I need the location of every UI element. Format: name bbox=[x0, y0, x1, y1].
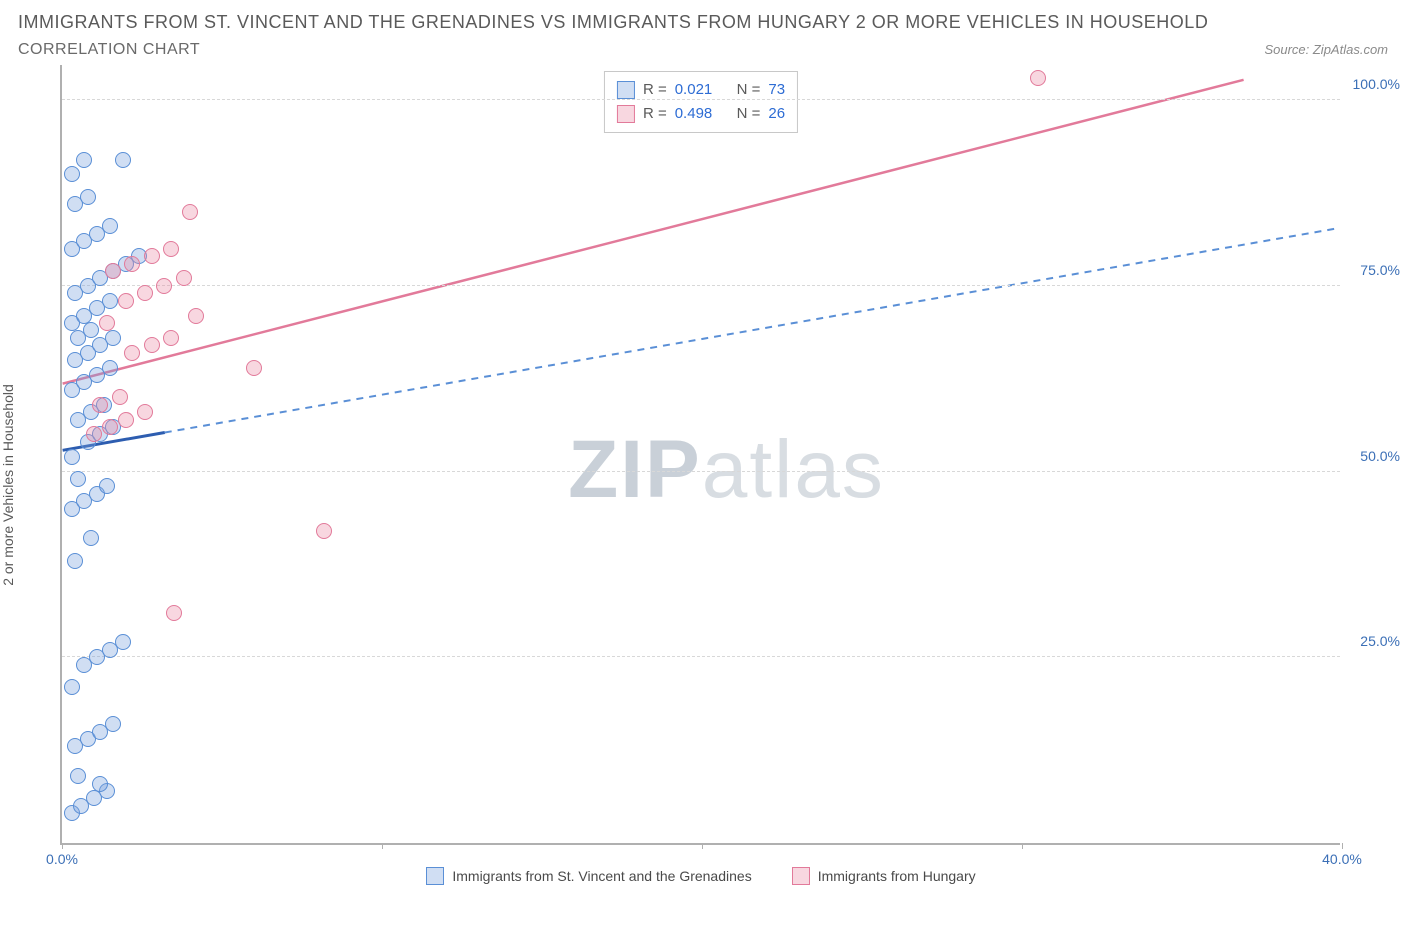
gridline bbox=[62, 656, 1340, 657]
data-point bbox=[102, 293, 118, 309]
data-point bbox=[163, 330, 179, 346]
data-point bbox=[86, 426, 102, 442]
data-point bbox=[144, 248, 160, 264]
y-tick-label: 75.0% bbox=[1345, 262, 1400, 278]
data-point bbox=[64, 166, 80, 182]
data-point bbox=[102, 360, 118, 376]
legend-swatch-a bbox=[426, 867, 444, 885]
data-point bbox=[188, 308, 204, 324]
watermark-light: atlas bbox=[702, 424, 885, 515]
data-point bbox=[70, 768, 86, 784]
plot-area: ZIPatlas R = 0.021 N = 73 R = 0.498 N = … bbox=[60, 65, 1340, 845]
data-point bbox=[115, 152, 131, 168]
data-point bbox=[105, 330, 121, 346]
gridline bbox=[62, 285, 1340, 286]
data-point bbox=[102, 218, 118, 234]
x-tick bbox=[702, 843, 703, 849]
data-point bbox=[105, 716, 121, 732]
x-tick bbox=[382, 843, 383, 849]
data-point bbox=[118, 412, 134, 428]
watermark: ZIPatlas bbox=[568, 423, 885, 517]
swatch-series-b bbox=[617, 105, 635, 123]
data-point bbox=[118, 293, 134, 309]
watermark-bold: ZIP bbox=[568, 424, 702, 515]
data-point bbox=[163, 241, 179, 257]
x-tick-label: 40.0% bbox=[1322, 851, 1362, 867]
subtitle-row: CORRELATION CHART Source: ZipAtlas.com bbox=[18, 41, 1388, 59]
page-title: IMMIGRANTS FROM ST. VINCENT AND THE GREN… bbox=[18, 12, 1388, 33]
data-point bbox=[99, 315, 115, 331]
data-point bbox=[70, 471, 86, 487]
y-tick-label: 100.0% bbox=[1345, 76, 1400, 92]
chart-subtitle: CORRELATION CHART bbox=[18, 41, 200, 59]
stats-r-label: R = bbox=[643, 102, 667, 126]
data-point bbox=[115, 634, 131, 650]
data-point bbox=[105, 263, 121, 279]
x-tick bbox=[62, 843, 63, 849]
gridline bbox=[62, 99, 1340, 100]
gridline bbox=[62, 471, 1340, 472]
stats-legend-box: R = 0.021 N = 73 R = 0.498 N = 26 bbox=[604, 71, 798, 133]
legend-label-b: Immigrants from Hungary bbox=[818, 868, 976, 884]
data-point bbox=[124, 345, 140, 361]
stats-r-value-b: 0.498 bbox=[675, 102, 713, 126]
data-point bbox=[124, 256, 140, 272]
data-point bbox=[64, 449, 80, 465]
legend-item-b: Immigrants from Hungary bbox=[792, 867, 976, 885]
data-point bbox=[176, 270, 192, 286]
data-point bbox=[80, 189, 96, 205]
data-point bbox=[137, 285, 153, 301]
trend-lines-layer bbox=[62, 65, 1340, 843]
x-tick-label: 0.0% bbox=[46, 851, 78, 867]
y-tick-label: 50.0% bbox=[1345, 448, 1400, 464]
data-point bbox=[1030, 70, 1046, 86]
data-point bbox=[182, 204, 198, 220]
x-tick bbox=[1342, 843, 1343, 849]
data-point bbox=[112, 389, 128, 405]
legend-label-a: Immigrants from St. Vincent and the Gren… bbox=[452, 868, 751, 884]
data-point bbox=[246, 360, 262, 376]
x-tick bbox=[1022, 843, 1023, 849]
data-point bbox=[99, 478, 115, 494]
data-point bbox=[92, 397, 108, 413]
legend-item-a: Immigrants from St. Vincent and the Gren… bbox=[426, 867, 751, 885]
y-axis-label: 2 or more Vehicles in Household bbox=[0, 384, 16, 586]
data-point bbox=[316, 523, 332, 539]
data-point bbox=[144, 337, 160, 353]
stats-n-value-b: 26 bbox=[768, 102, 785, 126]
y-tick-label: 25.0% bbox=[1345, 633, 1400, 649]
data-point bbox=[67, 553, 83, 569]
data-point bbox=[166, 605, 182, 621]
data-point bbox=[156, 278, 172, 294]
swatch-series-a bbox=[617, 81, 635, 99]
data-point bbox=[83, 530, 99, 546]
data-point bbox=[83, 322, 99, 338]
data-point bbox=[76, 152, 92, 168]
legend-swatch-b bbox=[792, 867, 810, 885]
stats-n-label: N = bbox=[737, 102, 761, 126]
stats-row-b: R = 0.498 N = 26 bbox=[617, 102, 785, 126]
chart-container: 2 or more Vehicles in Household ZIPatlas… bbox=[18, 65, 1388, 905]
data-point bbox=[92, 776, 108, 792]
data-point bbox=[64, 679, 80, 695]
source-label: Source: ZipAtlas.com bbox=[1264, 42, 1388, 57]
data-point bbox=[102, 419, 118, 435]
bottom-legend: Immigrants from St. Vincent and the Gren… bbox=[62, 867, 1340, 885]
data-point bbox=[137, 404, 153, 420]
